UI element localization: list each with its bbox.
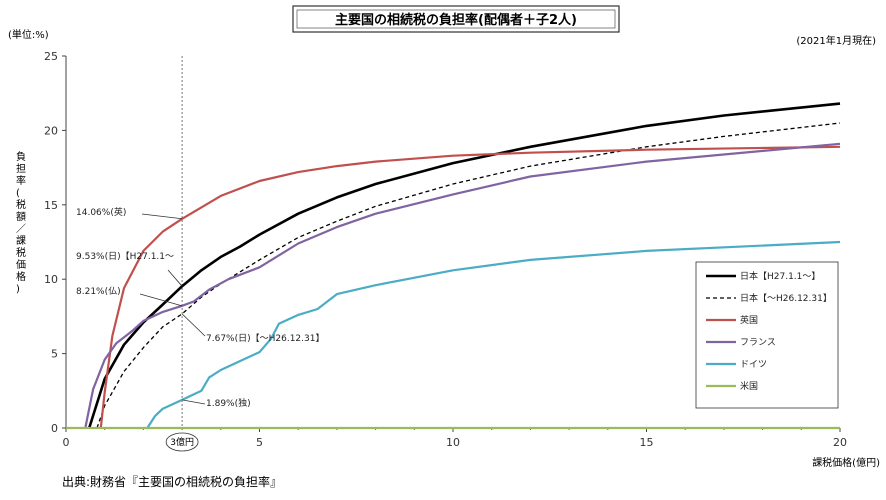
annotation-label: 8.21%(仏) <box>76 286 121 297</box>
annotation-label: 7.67%(日)【～H26.12.31】 <box>206 333 324 344</box>
legend-entry: 日本【～H26.12.31】 <box>740 292 832 304</box>
unit-label: (単位:%) <box>8 28 49 41</box>
y-tick-label: 0 <box>51 422 58 435</box>
x-tick-label: 0 <box>63 436 70 449</box>
series-line-3 <box>84 142 841 429</box>
annotation-leader <box>167 269 183 287</box>
axes: 0 5 10 15 20 25 0 5 10 15 20 <box>44 50 847 449</box>
x-axis-label: 課税価格(億円) <box>812 456 880 469</box>
x-tick-label: 15 <box>640 436 654 449</box>
y-tick-label: 10 <box>44 273 58 286</box>
legend-entry: フランス <box>740 337 776 348</box>
annotation-label: 9.53%(日)【H27.1.1～ <box>76 251 174 262</box>
source-note: 出典:財務省『主要国の相続税の負担率』 <box>62 474 282 489</box>
y-axis-label: 負担率(税額／課税価格) <box>16 151 26 295</box>
annotation-leader <box>139 293 183 307</box>
legend-box <box>695 261 839 409</box>
x-tick-label: 10 <box>446 436 460 449</box>
series-line-1 <box>96 122 841 429</box>
legend-entry: 日本【H27.1.1～】 <box>740 270 820 282</box>
annotation-leader <box>182 399 206 405</box>
reference-label: 3億円 <box>170 436 194 448</box>
annotation-label: 1.89%(独) <box>206 397 251 409</box>
reference-marker <box>165 432 199 452</box>
x-tick-label: 5 <box>256 436 263 449</box>
y-tick-label: 25 <box>44 50 58 63</box>
y-tick-label: 5 <box>51 348 58 361</box>
title-inner-frame <box>296 9 616 29</box>
x-tick-label: 20 <box>833 436 847 449</box>
series-line-0 <box>87 102 841 429</box>
chart-title: 主要国の相続税の負担率(配偶者＋子2人) <box>335 12 577 28</box>
title-box <box>292 5 620 33</box>
legend-entry: ドイツ <box>740 360 767 370</box>
annotation-label: 14.06%(英) <box>76 206 126 218</box>
annotation-leader <box>181 313 206 337</box>
reference-line-group: 3億円 <box>165 56 199 452</box>
date-note: (2021年1月現在) <box>796 34 876 47</box>
series-line-2 <box>99 145 841 429</box>
y-tick-label: 20 <box>44 124 58 137</box>
annotation-leader <box>141 213 183 220</box>
legend-entry: 英国 <box>740 314 758 326</box>
y-tick-label: 15 <box>44 199 58 212</box>
legend-entry: 米国 <box>740 380 758 392</box>
series-group <box>66 102 841 430</box>
annotations-group: 14.06%(英) 9.53%(日)【H27.1.1～ 8.21%(仏) 7.67%(… <box>76 206 324 409</box>
